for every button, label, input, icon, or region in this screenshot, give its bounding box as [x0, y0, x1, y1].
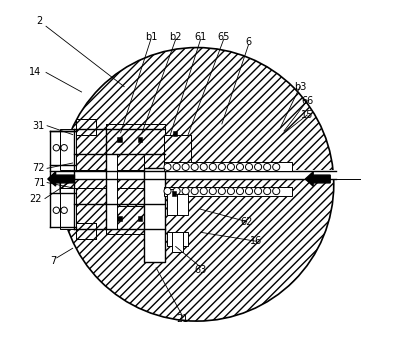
Bar	[50, 131, 76, 165]
Circle shape	[53, 207, 59, 213]
Circle shape	[273, 163, 280, 170]
Circle shape	[273, 188, 280, 195]
Circle shape	[255, 188, 262, 195]
Text: 22: 22	[29, 194, 42, 204]
Circle shape	[200, 163, 207, 170]
Text: 16: 16	[249, 236, 262, 246]
Circle shape	[61, 145, 67, 151]
Circle shape	[245, 163, 253, 170]
Bar	[138, 137, 142, 142]
Bar	[50, 170, 337, 179]
Bar	[106, 205, 165, 234]
Text: 14: 14	[29, 67, 41, 77]
Bar	[106, 154, 117, 229]
Circle shape	[191, 188, 198, 195]
Text: 15: 15	[301, 110, 313, 120]
FancyArrow shape	[48, 172, 74, 186]
Bar	[172, 192, 177, 196]
FancyArrow shape	[305, 172, 330, 186]
Text: 31: 31	[33, 121, 45, 131]
Bar	[76, 118, 96, 135]
Circle shape	[209, 163, 216, 170]
Bar	[117, 216, 122, 221]
Text: b3: b3	[294, 82, 306, 92]
Circle shape	[164, 188, 171, 195]
Bar	[60, 188, 76, 229]
Circle shape	[227, 188, 234, 195]
Bar	[173, 131, 177, 136]
Circle shape	[227, 163, 234, 170]
Bar	[172, 232, 183, 252]
Circle shape	[200, 188, 207, 195]
Bar	[167, 232, 188, 247]
Text: 61: 61	[194, 32, 207, 42]
Bar	[164, 135, 191, 165]
Bar	[50, 193, 76, 227]
Bar	[164, 135, 191, 165]
Circle shape	[264, 188, 271, 195]
Circle shape	[53, 145, 59, 151]
Text: 71: 71	[33, 178, 45, 188]
Bar	[76, 118, 96, 135]
Bar	[76, 223, 96, 240]
Text: 21: 21	[177, 314, 189, 324]
Text: 62: 62	[241, 217, 253, 227]
Bar	[167, 189, 177, 215]
Text: 72: 72	[33, 163, 45, 173]
Text: 6: 6	[245, 37, 252, 47]
Bar	[138, 216, 142, 221]
Circle shape	[182, 188, 189, 195]
Text: 66: 66	[301, 96, 313, 106]
Text: 2: 2	[36, 16, 42, 26]
Bar	[106, 124, 165, 154]
Circle shape	[264, 163, 271, 170]
Text: 7: 7	[50, 256, 56, 266]
Bar	[117, 137, 122, 142]
Bar	[60, 129, 76, 170]
Circle shape	[191, 163, 198, 170]
Text: b1: b1	[145, 32, 157, 42]
Circle shape	[173, 188, 180, 195]
Bar	[74, 129, 144, 170]
Bar	[74, 188, 144, 229]
Bar	[164, 162, 292, 171]
Circle shape	[182, 163, 189, 170]
Bar	[106, 124, 165, 154]
Circle shape	[173, 163, 180, 170]
Bar	[167, 194, 188, 215]
Text: 63: 63	[194, 265, 207, 275]
Circle shape	[164, 163, 171, 170]
Circle shape	[209, 188, 216, 195]
Bar	[74, 129, 144, 170]
Circle shape	[236, 188, 243, 195]
Circle shape	[218, 163, 225, 170]
Bar	[74, 188, 144, 229]
Circle shape	[61, 207, 67, 213]
Circle shape	[236, 163, 243, 170]
Text: 65: 65	[217, 32, 230, 42]
Bar	[144, 168, 165, 262]
Circle shape	[245, 188, 253, 195]
Bar	[164, 187, 292, 196]
Circle shape	[60, 48, 334, 321]
Circle shape	[218, 188, 225, 195]
Bar	[76, 223, 96, 240]
Text: b2: b2	[169, 32, 182, 42]
Circle shape	[255, 163, 262, 170]
Bar	[106, 205, 165, 234]
